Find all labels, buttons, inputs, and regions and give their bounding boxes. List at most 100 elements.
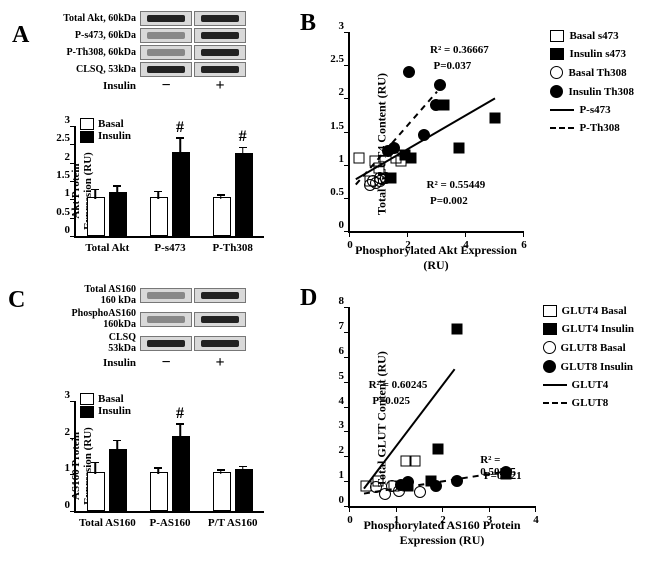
panel-d-scatter: D Total GLUT Content (RU) Phosphorylated… xyxy=(302,287,636,550)
blot-lane xyxy=(194,62,246,77)
bar-insulin xyxy=(235,153,253,236)
panel-c-blots: Total AS160 160 kDaPhosphoAS160 160kDaCL… xyxy=(38,283,246,369)
scatter-point xyxy=(418,129,430,141)
legend-item: P-s473 xyxy=(550,104,634,116)
blot-lane xyxy=(140,336,192,351)
blot-label: PhosphoAS160 160kDa xyxy=(38,308,140,330)
scatter-point xyxy=(410,456,421,467)
scatter-point xyxy=(453,143,464,154)
blot-label: Total Akt, 60kDa xyxy=(38,13,140,24)
significance-hash: # xyxy=(176,405,184,423)
bar-insulin xyxy=(172,436,190,511)
stat-annotation: P=0.021 xyxy=(484,470,522,482)
bar-basal xyxy=(213,472,231,511)
blot-row: CLSQ, 53kDa xyxy=(38,61,246,78)
panel-a-blots: Total Akt, 60kDa P-s473, 60kDa P-Th308, 60… xyxy=(38,10,246,92)
panel-d: D Total GLUT Content (RU) Phosphorylated… xyxy=(292,283,642,554)
blot-lane xyxy=(194,336,246,351)
blot-label: P-s473, 60kDa xyxy=(38,30,140,41)
scatter-point xyxy=(433,443,444,454)
blot-row: P-s473, 60kDa xyxy=(38,27,246,44)
blot-lane xyxy=(140,45,192,60)
bar-basal xyxy=(213,197,231,236)
insulin-row: Insulin−+ xyxy=(38,357,246,369)
significance-hash: # xyxy=(176,119,184,137)
blot-lane xyxy=(194,45,246,60)
blot-lane xyxy=(140,28,192,43)
bar-group-label: Total Akt xyxy=(76,242,139,254)
bar-group-label: Total AS160 xyxy=(76,517,139,529)
blot-row: P-Th308, 60kDa xyxy=(38,44,246,61)
blot-lane xyxy=(194,312,246,327)
stat-annotation: R² = 0.36667 xyxy=(430,44,489,56)
significance-hash: # xyxy=(239,128,247,146)
scatter-point xyxy=(380,172,392,184)
panel-b-legend: Basal s473 Insulin s473 Basal Th308 Insulin… xyxy=(550,30,634,140)
panel-c-label: C xyxy=(8,287,25,314)
legend-item: P-Th308 xyxy=(550,122,634,134)
blot-label: Total AS160 160 kDa xyxy=(38,284,140,306)
bar-insulin xyxy=(109,449,127,512)
stat-annotation: P=0.037 xyxy=(434,60,472,72)
legend-item: Basal Th308 xyxy=(550,66,634,79)
blot-lane xyxy=(140,11,192,26)
blot-label: CLSQ 53kDa xyxy=(38,332,140,354)
legend-item: GLUT4 xyxy=(543,379,634,391)
legend-item: GLUT8 xyxy=(543,397,634,409)
blot-label: P-Th308, 60kDa xyxy=(38,47,140,58)
blot-lane xyxy=(140,288,192,303)
blot-lane xyxy=(140,62,192,77)
blot-lane xyxy=(194,11,246,26)
scatter-point xyxy=(430,99,442,111)
scatter-point xyxy=(405,153,416,164)
legend-item: Insulin s473 xyxy=(550,48,634,60)
blot-lane xyxy=(194,288,246,303)
panel-d-label: D xyxy=(300,285,317,312)
bar-group-label: P/T AS160 xyxy=(201,517,264,529)
blot-row: CLSQ 53kDa xyxy=(38,331,246,355)
legend-item: GLUT4 Insulin xyxy=(543,323,634,335)
scatter-point xyxy=(414,486,426,498)
insulin-row: Insulin−+ xyxy=(38,80,246,92)
scatter-point xyxy=(402,476,414,488)
bar-group-label: P-s473 xyxy=(139,242,202,254)
panel-b-scatter: B Total GLUT4 Content (RU) Phosphorylate… xyxy=(302,12,636,275)
scatter-point xyxy=(434,79,446,91)
bar-insulin xyxy=(172,152,190,237)
bar-insulin xyxy=(109,192,127,236)
bar-group-label: P-AS160 xyxy=(139,517,202,529)
scatter-point xyxy=(403,66,415,78)
blot-row: Total Akt, 60kDa xyxy=(38,10,246,27)
panel-a-barplot: Akt Protein Expression (RU) Total Akt#P-… xyxy=(38,116,268,266)
blot-lane xyxy=(194,28,246,43)
scatter-point xyxy=(490,113,501,124)
scatter-point xyxy=(353,153,364,164)
blot-row: Total AS160 160 kDa xyxy=(38,283,246,307)
legend-basal: Basal xyxy=(80,393,131,405)
panel-c: C Total AS160 160 kDaPhosphoAS160 160kDa… xyxy=(8,283,288,554)
scatter-point xyxy=(430,480,442,492)
stat-annotation: P=0.025 xyxy=(372,395,410,407)
panel-d-legend: GLUT4 BasalGLUT4 InsulinGLUT8 BasalGLUT8… xyxy=(543,305,634,415)
panel-d-axes: 01234567801234R² = 0.60245P=0.025R² = 0.… xyxy=(348,307,536,508)
legend-insulin: Insulin xyxy=(80,130,131,142)
blot-label: CLSQ, 53kDa xyxy=(38,64,140,75)
figure: A Total Akt, 60kDa P-s473, 60kDa P-Th308, … xyxy=(8,8,642,554)
legend-item: Basal s473 xyxy=(550,30,634,42)
legend-item: GLUT8 Insulin xyxy=(543,360,634,373)
panel-a-label: A xyxy=(12,22,29,49)
panel-c-legend: BasalInsulin xyxy=(80,393,131,418)
panel-a-legend: BasalInsulin xyxy=(80,118,131,143)
scatter-point xyxy=(388,142,400,154)
legend-insulin: Insulin xyxy=(80,405,131,417)
bar-basal xyxy=(87,197,105,236)
panel-b-axes: 00.511.522.530246R² = 0.36667P=0.037R² =… xyxy=(348,32,524,233)
panel-a: A Total Akt, 60kDa P-s473, 60kDa P-Th308, … xyxy=(8,8,288,279)
legend-item: GLUT4 Basal xyxy=(543,305,634,317)
panel-b-xlabel: Phosphorylated Akt Expression (RU) xyxy=(348,243,524,273)
legend-basal: Basal xyxy=(80,118,131,130)
scatter-point xyxy=(451,475,463,487)
legend-item: Insulin Th308 xyxy=(550,85,634,98)
blot-lane xyxy=(140,312,192,327)
stat-annotation: R² = 0.55449 xyxy=(427,179,486,191)
